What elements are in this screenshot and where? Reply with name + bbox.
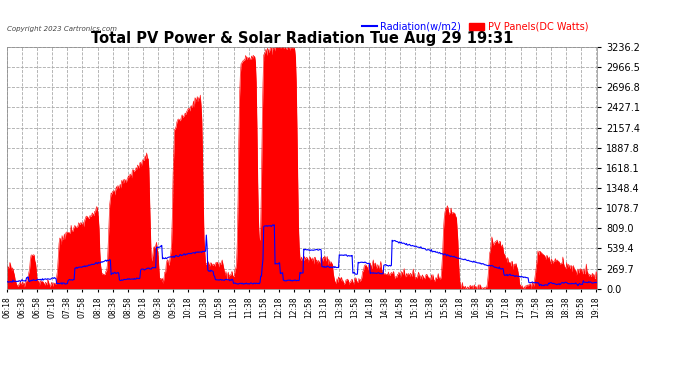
Legend: Radiation(w/m2), PV Panels(DC Watts): Radiation(w/m2), PV Panels(DC Watts) xyxy=(358,18,592,36)
Title: Total PV Power & Solar Radiation Tue Aug 29 19:31: Total PV Power & Solar Radiation Tue Aug… xyxy=(90,31,513,46)
Text: Copyright 2023 Cartronics.com: Copyright 2023 Cartronics.com xyxy=(7,26,117,32)
